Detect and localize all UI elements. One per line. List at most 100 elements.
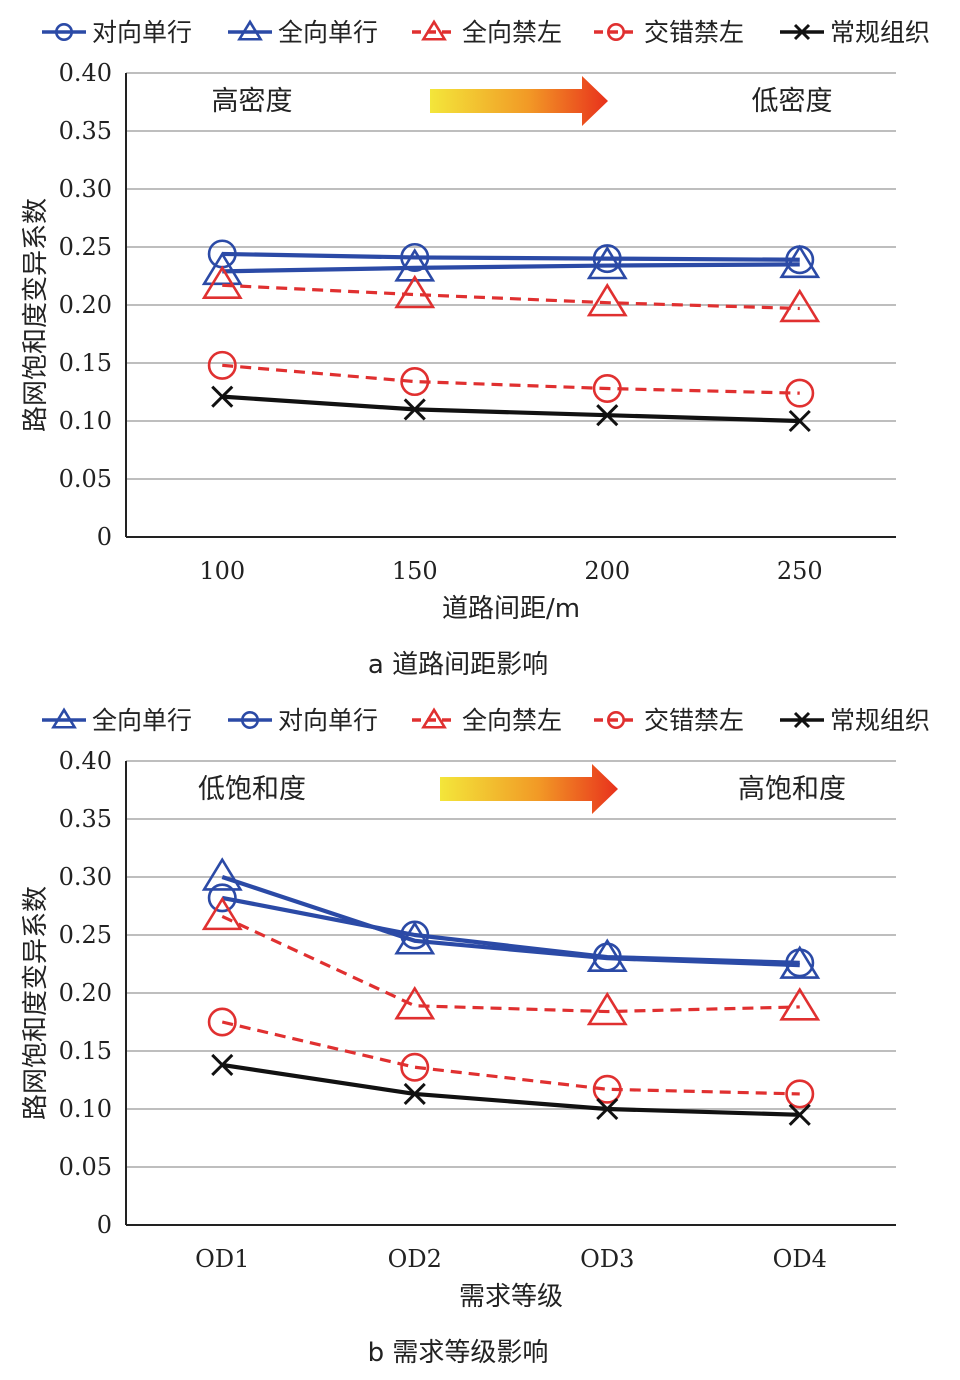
data-point [400,367,430,397]
y-tick-label: 0.40 [59,59,112,87]
series-line [222,394,800,424]
legend-label: 全向单行 [92,706,192,735]
y-tick-label: 0.05 [59,1153,112,1181]
legend-marker [606,710,625,729]
legend-item: 常规组织 [780,706,930,735]
series-2 [201,244,821,286]
series-1 [207,239,815,275]
legend-marker [241,710,260,729]
gridlines [126,72,896,480]
data-point [394,274,436,309]
y-tick-label: 0 [97,1211,112,1239]
data-point [394,921,436,955]
legend-label: 对向单行 [278,706,378,735]
trend-arrow [440,764,618,814]
data-point [403,398,426,421]
y-tick-label: 0.35 [59,117,112,145]
data-point [592,244,622,274]
y-tick-label: 0.30 [59,175,112,203]
series-line [221,914,800,1014]
chart-caption: a 道路间距影响 [368,650,548,680]
legend-marker [793,711,811,729]
chart-caption: b 需求等级影响 [368,1338,549,1368]
data-point [592,942,622,972]
gridlines [126,760,896,1168]
data-point [201,857,243,891]
annotation-right: 高饱和度 [738,774,846,805]
data-point [779,244,821,279]
legend-label: 全向禁左 [462,18,562,47]
annotation-right: 低密度 [752,86,833,117]
x-axis-label: 道路间距/m [442,594,580,624]
data-point [394,248,436,282]
data-point [400,242,430,272]
chart-panel-b: 0 0.05 0.10 0.15 0.20 0.25 0.30 0.35 0.40 OD1 OD2 O… [0,688,960,1376]
data-point [207,883,237,913]
data-point [785,1079,815,1109]
legend-item: 全向单行 [228,18,378,47]
legend-item: 全向禁左 [412,706,562,735]
legend: 全向单行 对向单行 全向禁左 交错禁左 常规组织 [42,706,930,735]
legend-marker [54,22,73,41]
data-point [596,1097,619,1121]
data-point [779,987,821,1021]
legend: 对向单行 全向单行 全向禁左 交错禁左 常规组织 [42,18,930,47]
data-point [779,288,821,323]
series-line [222,262,800,274]
y-tick-label: 0.05 [59,465,112,493]
legend-marker [237,19,263,41]
y-tick-label: 0.40 [59,747,112,775]
series-4 [207,1007,815,1109]
series-line [222,283,800,311]
data-point [596,404,619,427]
y-tick-label: 0.15 [59,349,112,377]
series-2 [207,883,815,978]
data-point [785,948,815,978]
series-line [222,363,800,395]
data-point [400,1052,430,1082]
trend-arrow [430,76,608,126]
legend-item: 交错禁左 [594,18,744,47]
y-tick-label: 0.10 [59,1095,112,1123]
legend-marker [793,23,811,41]
legend-label: 常规组织 [830,18,930,47]
series-5 [211,385,811,433]
x-tick-label: 150 [392,557,438,585]
data-point [201,251,243,286]
y-axis-label: 路网饱和度变异系数 [21,886,51,1120]
legend-label: 常规组织 [830,706,930,735]
legend-marker [421,19,447,41]
data-point [586,991,628,1026]
annotation-left: 低饱和度 [198,774,306,805]
y-tick-label: 0.10 [59,407,112,435]
legend-label: 交错禁左 [644,18,744,47]
data-point [586,245,628,280]
x-tick-label: 250 [777,557,823,585]
data-point [207,1007,237,1037]
chart-b-svg: 0 0.05 0.10 0.15 0.20 0.25 0.30 0.35 0.40 OD1 OD2 O… [21,706,930,1368]
y-tick-label: 0.25 [59,921,112,949]
data-point [211,1053,234,1076]
legend-item: 对向单行 [42,18,192,47]
x-tick-label: OD4 [773,1245,827,1273]
legend-marker [606,22,625,41]
annotation-left: 高密度 [212,86,293,117]
data-point [394,985,436,1020]
y-tick-label: 0.35 [59,805,112,833]
y-axis-label: 路网饱和度变异系数 [21,198,51,432]
data-point [785,378,815,408]
data-point [201,896,243,931]
series-line [221,895,800,965]
data-point [592,1074,622,1104]
data-point [403,1082,426,1105]
legend-marker [51,707,77,729]
legend-label: 交错禁左 [644,706,744,735]
x-tick-label: OD2 [388,1245,442,1273]
data-point [211,385,234,408]
legend-item: 交错禁左 [594,706,744,735]
y-tick-label: 0.15 [59,1037,112,1065]
series-line [222,251,800,262]
series-5 [211,1053,811,1126]
legend-item: 常规组织 [780,18,930,47]
data-point [788,1103,811,1126]
